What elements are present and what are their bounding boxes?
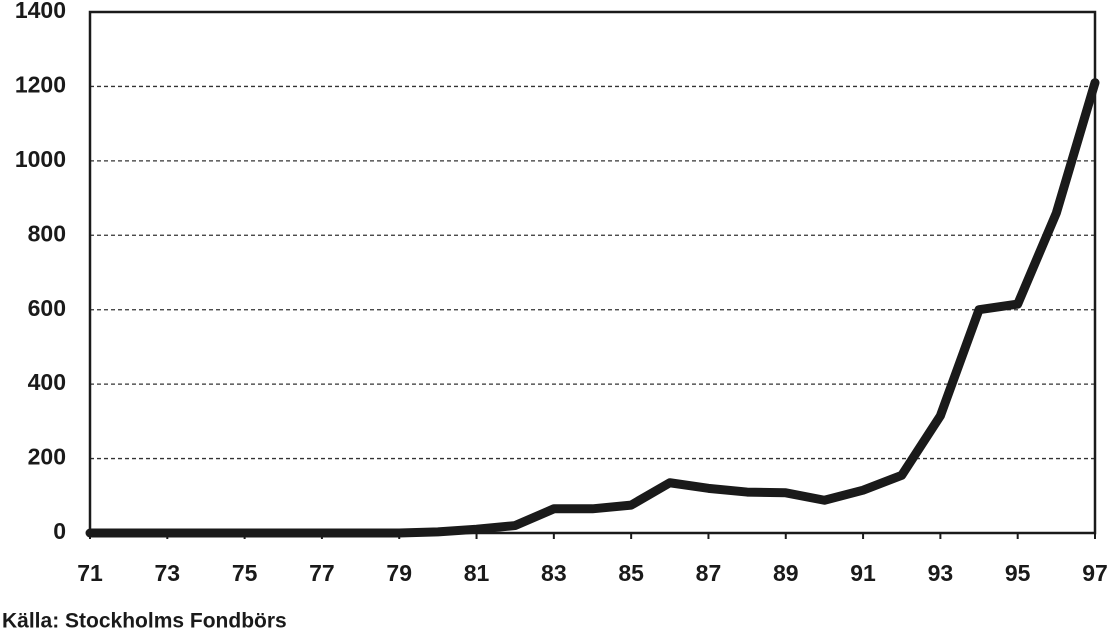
x-tick-label: 87 (696, 560, 722, 586)
x-tick-label: 81 (464, 560, 490, 586)
y-tick-label: 600 (28, 295, 66, 321)
x-tick-label: 79 (386, 560, 412, 586)
y-tick-label: 200 (28, 444, 66, 470)
x-tick-label: 93 (928, 560, 954, 586)
y-tick-label: 1000 (15, 146, 66, 172)
data-line (85, 78, 1100, 538)
y-tick-label: 1400 (15, 0, 66, 23)
source-note: Källa: Stockholms Fondbörs (2, 610, 287, 633)
x-tick-label: 71 (77, 560, 103, 586)
x-tick-label: 75 (232, 560, 258, 586)
y-tick-label: 0 (53, 518, 66, 544)
x-tick-label: 97 (1082, 560, 1108, 586)
x-tick-label: 77 (309, 560, 335, 586)
x-tick-label: 91 (850, 560, 876, 586)
x-tick-label: 83 (541, 560, 567, 586)
y-tick-label: 1200 (15, 72, 66, 98)
x-tick-label: 95 (1005, 560, 1031, 586)
x-tick-label: 89 (773, 560, 799, 586)
y-tick-label: 400 (28, 369, 66, 395)
plot-frame (88, 10, 1097, 535)
x-tick-label: 85 (618, 560, 644, 586)
x-tick-label: 73 (155, 560, 181, 586)
y-tick-label: 800 (28, 220, 66, 246)
